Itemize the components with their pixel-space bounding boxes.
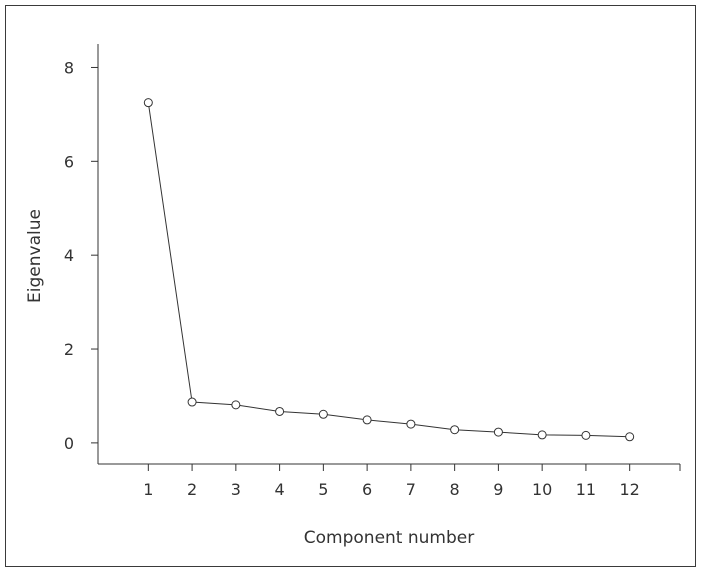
y-axis-title: Eigenvalue xyxy=(25,209,45,303)
data-point xyxy=(493,427,503,437)
data-point xyxy=(406,419,416,429)
y-tick-label: 0 xyxy=(64,434,74,453)
data-point xyxy=(275,406,285,416)
x-tick-label: 4 xyxy=(275,480,285,499)
data-point xyxy=(318,409,328,419)
data-point xyxy=(187,397,197,407)
x-tick-label: 8 xyxy=(450,480,460,499)
x-tick-label: 9 xyxy=(493,480,503,499)
x-axis-title: Component number xyxy=(304,528,474,548)
series-line xyxy=(147,102,630,438)
series xyxy=(143,98,635,442)
data-point xyxy=(625,432,635,442)
x-tick-label: 10 xyxy=(532,480,552,499)
x-tick-label: 12 xyxy=(619,480,639,499)
y-tick-label: 4 xyxy=(64,246,74,265)
x-tick-label: 1 xyxy=(143,480,153,499)
chart-frame xyxy=(5,5,696,567)
data-point xyxy=(450,425,460,435)
x-tick-label: 2 xyxy=(187,480,197,499)
x-tick-label: 7 xyxy=(406,480,416,499)
x-tick-label: 5 xyxy=(318,480,328,499)
x-tick-label: 6 xyxy=(362,480,372,499)
axes xyxy=(97,44,681,471)
y-tick-label: 6 xyxy=(64,152,74,171)
x-tick-label: 3 xyxy=(231,480,241,499)
data-point xyxy=(143,98,153,108)
x-tick-label: 11 xyxy=(576,480,596,499)
data-point xyxy=(362,415,372,425)
y-tick-label: 8 xyxy=(64,58,74,77)
data-point xyxy=(231,400,241,410)
data-point xyxy=(581,430,591,440)
data-point xyxy=(537,430,547,440)
y-tick-label: 2 xyxy=(64,340,74,359)
